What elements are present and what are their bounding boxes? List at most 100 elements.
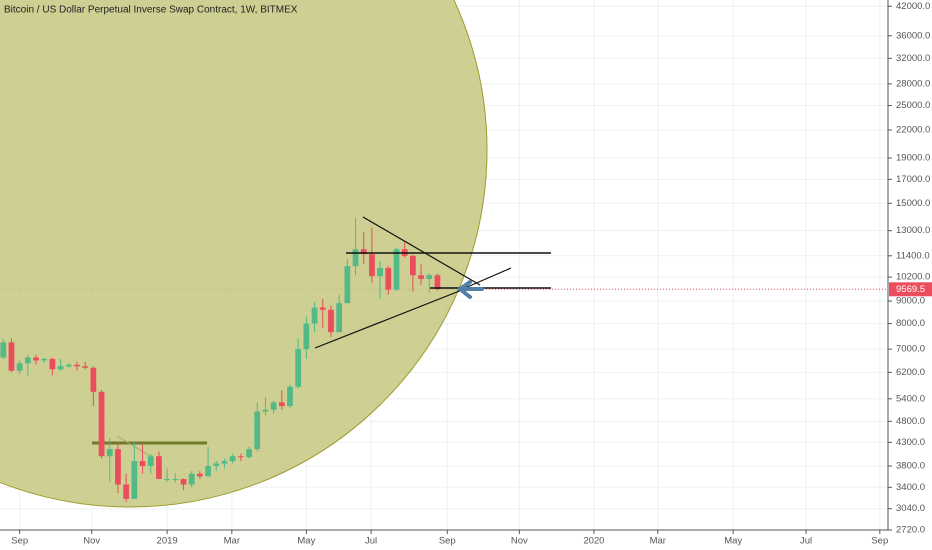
x-tick-label: Sep	[11, 536, 28, 547]
y-tick-label: 2720.0	[896, 525, 925, 536]
candle-body	[164, 479, 170, 481]
candle-body	[418, 275, 424, 279]
candle-body	[41, 358, 48, 361]
candle-body	[205, 466, 211, 477]
x-tick-label: May	[297, 536, 315, 547]
y-tick-label: 42000.0	[896, 1, 930, 12]
candle-body	[352, 249, 359, 267]
candle-body	[139, 461, 146, 467]
x-tick-label: Mar	[224, 536, 240, 547]
candle-body	[197, 473, 203, 477]
candles	[0, 217, 441, 502]
arrow	[456, 280, 484, 299]
candle-body	[377, 267, 383, 277]
circle-drawing	[0, 0, 488, 508]
candle-body	[115, 449, 121, 485]
candle-body	[246, 449, 252, 458]
y-tick-label: 10200.0	[896, 272, 930, 283]
candle-body	[98, 391, 105, 457]
trend-line	[116, 435, 151, 457]
candle-body	[24, 357, 31, 364]
chart-title: Bitcoin / US Dollar Perpetual Inverse Sw…	[4, 5, 298, 16]
candle-body	[213, 463, 220, 467]
y-tick-label: 7000.0	[896, 344, 925, 355]
x-tick-label: 2020	[583, 536, 604, 547]
candle-body	[328, 309, 334, 333]
candle-body	[344, 266, 351, 304]
x-tick-label: 2019	[157, 536, 178, 547]
candle-body	[360, 249, 367, 255]
y-tick-label: 4800.0	[896, 416, 925, 427]
candle-body	[410, 255, 416, 276]
y-tick-label: 22000.0	[896, 125, 930, 136]
candle-body	[82, 366, 89, 368]
candle-body	[90, 367, 97, 392]
x-tick-label: Jul	[365, 536, 377, 547]
candle-body	[180, 479, 187, 485]
candle-body	[0, 342, 7, 358]
trend-line	[314, 289, 463, 349]
y-tick-label: 4300.0	[896, 437, 925, 448]
candle-body	[336, 303, 343, 333]
candle-body	[270, 402, 277, 410]
x-axis-panel	[0, 530, 888, 550]
y-tick-label: 3400.0	[896, 482, 925, 493]
candle-body	[221, 461, 228, 464]
candle-body	[254, 411, 261, 450]
y-tick-label: 17000.0	[896, 174, 930, 185]
y-tick-label: 25000.0	[896, 100, 930, 111]
y-tick-label: 13000.0	[896, 225, 930, 236]
y-tick-label: 8000.0	[896, 318, 925, 329]
x-tick-label: Nov	[511, 536, 528, 547]
y-tick-label: 32000.0	[896, 53, 930, 64]
y-tick-label: 3800.0	[896, 461, 925, 472]
candle-body	[434, 275, 441, 290]
candle-body	[237, 456, 244, 458]
candle-body	[385, 267, 392, 290]
candle-body	[156, 456, 162, 480]
x-tick-label: Nov	[83, 536, 100, 547]
candle-body	[319, 307, 326, 310]
candle-body	[278, 402, 285, 407]
candle-body	[311, 307, 318, 324]
x-tick-label: Mar	[650, 536, 666, 547]
last-price-badge	[889, 282, 932, 297]
candle-body	[16, 363, 23, 371]
x-tick-label: May	[724, 536, 742, 547]
candle-body	[8, 342, 15, 371]
candle-body	[172, 479, 179, 481]
trend-line	[362, 216, 481, 286]
y-tick-label: 3040.0	[896, 503, 925, 514]
candle-body	[49, 358, 56, 370]
candle-body	[33, 357, 39, 361]
candle-body	[426, 275, 433, 279]
candle-body	[74, 364, 80, 367]
candle-body	[295, 349, 302, 387]
candle-body	[303, 323, 310, 350]
y-tick-label: 6200.0	[896, 367, 925, 378]
y-axis-panel	[888, 0, 932, 550]
candle-body	[131, 461, 138, 499]
last-price-label: 9569.5	[896, 284, 925, 295]
y-tick-label: 36000.0	[896, 30, 930, 41]
y-tick-label: 19000.0	[896, 153, 930, 164]
candle-body	[188, 473, 195, 485]
y-tick-label: 15000.0	[896, 198, 930, 209]
x-tick-label: Sep	[439, 536, 456, 547]
candle-body	[65, 364, 72, 367]
candle-body	[147, 456, 154, 467]
candle-body	[123, 484, 130, 499]
y-tick-label: 11400.0	[896, 250, 930, 261]
candle-body	[106, 449, 113, 457]
y-tick-label: 28000.0	[896, 78, 930, 89]
candle-body	[57, 366, 64, 370]
y-tick-label: 5400.0	[896, 393, 925, 404]
candle-body	[229, 456, 236, 462]
x-tick-label: Jul	[800, 536, 812, 547]
candle-body	[262, 409, 269, 412]
x-tick-label: Sep	[871, 536, 888, 547]
y-tick-label: 9000.0	[896, 296, 925, 307]
candle-body	[287, 386, 293, 407]
